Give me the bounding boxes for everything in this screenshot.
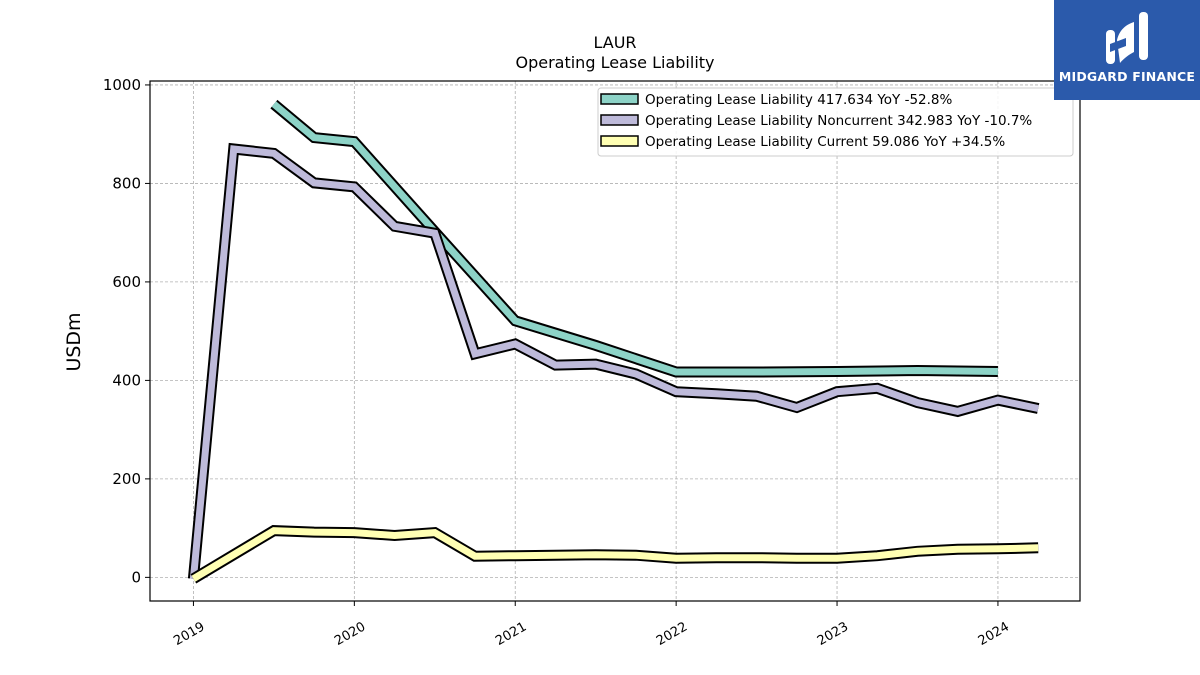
y-axis-label: USDm: [63, 312, 85, 371]
series-outline-1: [187, 142, 1040, 580]
legend-label-0: Operating Lease Liability 417.634 YoY -5…: [645, 92, 953, 108]
logo-mark-icon: [1106, 12, 1148, 64]
chart-subtitle: Operating Lease Liability: [515, 53, 714, 72]
y-tick-label: 800: [112, 174, 141, 192]
y-tick-label: 600: [112, 273, 141, 291]
series-layer: [187, 99, 1040, 584]
y-tick-label: 1000: [103, 76, 141, 94]
chart-title: LAUR: [593, 33, 636, 52]
legend-label-2: Operating Lease Liability Current 59.086…: [645, 134, 1005, 150]
series-line-2: [191, 527, 1039, 582]
logo-text: MIDGARD FINANCE: [1058, 69, 1196, 84]
grid: [150, 81, 1080, 601]
x-tick-label: 2023: [815, 619, 851, 649]
legend: Operating Lease Liability 417.634 YoY -5…: [597, 87, 1074, 157]
legend-swatch-1: [600, 114, 639, 126]
x-tick-label: 2020: [332, 619, 368, 649]
legend-label-1: Operating Lease Liability Noncurrent 342…: [645, 113, 1032, 129]
y-tick-label: 0: [131, 568, 141, 586]
legend-swatch-0: [600, 93, 639, 105]
x-tick-label: 2024: [976, 619, 1012, 649]
x-tick-label: 2021: [493, 619, 529, 649]
y-tick-label: 400: [112, 371, 141, 389]
series-line-1: [189, 145, 1039, 580]
x-tick-label: 2019: [171, 619, 207, 649]
x-tick-label: 2022: [654, 619, 690, 649]
legend-box: [597, 87, 1074, 157]
series-line-0: [271, 101, 998, 376]
plot-frame: [149, 80, 1081, 602]
brand-logo: MIDGARD FINANCE: [1054, 0, 1200, 100]
y-tick-label: 200: [112, 470, 141, 488]
legend-swatch-2: [600, 135, 639, 147]
